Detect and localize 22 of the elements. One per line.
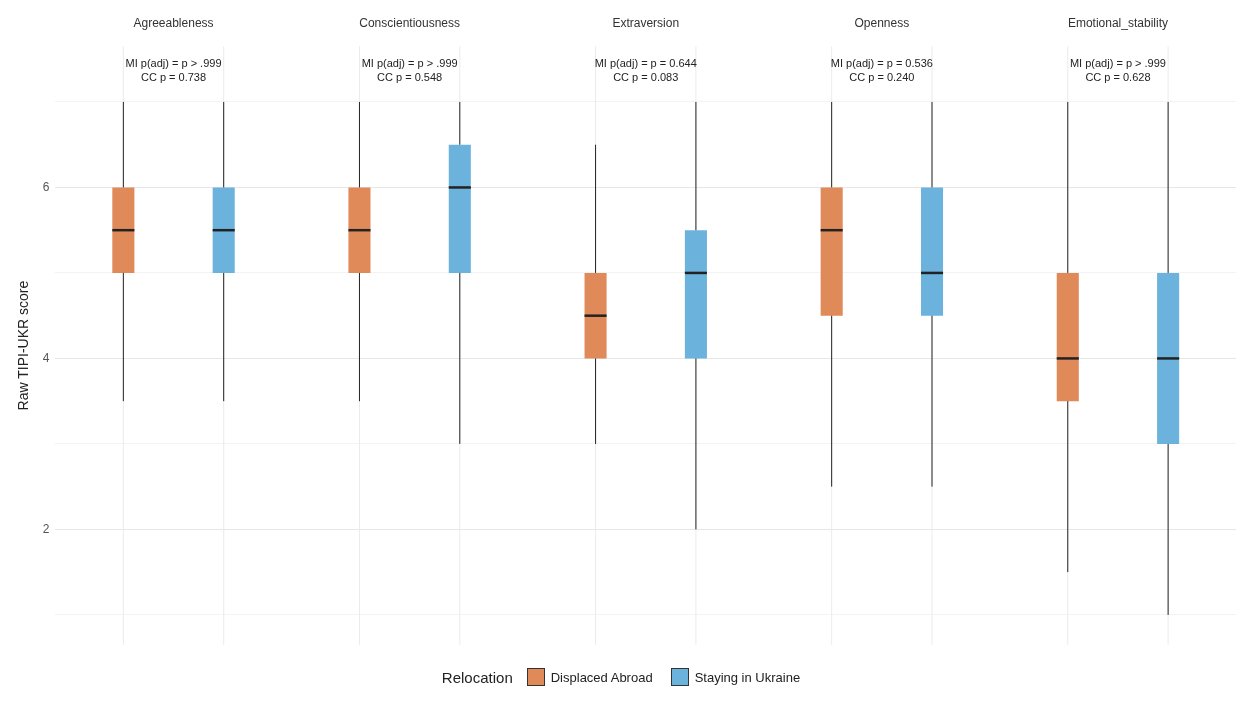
x-tick-label: Extraversion	[612, 15, 680, 30]
y-tick-label: 4	[42, 350, 50, 365]
y-tick-label: 6	[42, 179, 50, 194]
legend-label: Staying in Ukraine	[694, 669, 801, 685]
annotation: MI p(adj) = p = 0.644	[594, 56, 697, 69]
annotation: MI p(adj) = p = 0.536	[830, 56, 933, 69]
y-axis-title: Raw TIPI-UKR score	[15, 280, 32, 411]
legend-title: Relocation	[441, 668, 513, 686]
x-tick-label: Conscientiousness	[359, 15, 460, 30]
annotation: MI p(adj) = p > .999	[1069, 56, 1166, 69]
annotation: MI p(adj) = p > .999	[125, 56, 222, 69]
x-tick-label: Emotional_stability	[1067, 15, 1168, 30]
annotation: CC p = 0.240	[849, 70, 915, 83]
y-tick-label: 2	[42, 521, 50, 536]
legend-label: Displaced Abroad	[550, 669, 653, 685]
annotation: CC p = 0.083	[613, 70, 679, 83]
x-tick-label: Agreeableness	[133, 15, 214, 30]
annotation: CC p = 0.628	[1085, 70, 1151, 83]
x-tick-label: Openness	[854, 15, 910, 30]
annotation: CC p = 0.738	[140, 70, 207, 83]
annotation: CC p = 0.548	[377, 70, 443, 83]
annotation: MI p(adj) = p > .999	[361, 56, 458, 69]
